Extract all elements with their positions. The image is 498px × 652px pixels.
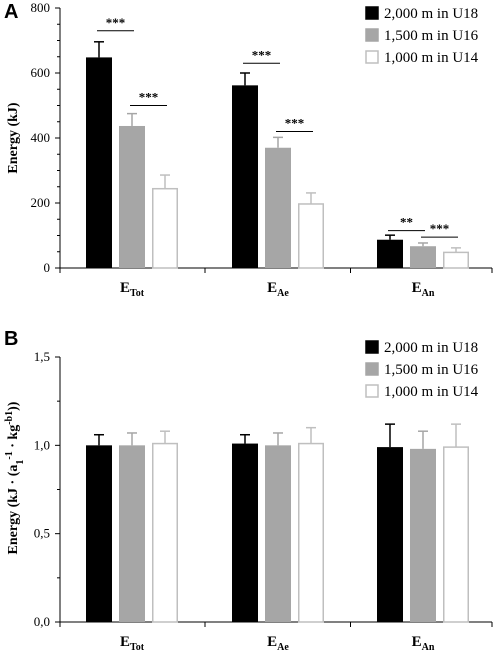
legend-swatch xyxy=(365,384,379,398)
bar xyxy=(152,442,178,623)
bar xyxy=(265,445,291,622)
bar xyxy=(377,239,403,268)
y-tick-label: 0,5 xyxy=(34,526,50,541)
panel-b-y-axis-label: Energy (kJ · (a1-1 · kg-b1)) xyxy=(4,401,26,554)
x-category-label: EAn xyxy=(412,280,435,299)
legend-swatch xyxy=(365,340,379,354)
bar xyxy=(410,246,436,268)
bar xyxy=(298,442,324,623)
significance-label: *** xyxy=(139,90,159,105)
legend-swatch xyxy=(365,50,379,64)
x-category-label: EAn xyxy=(412,634,435,652)
x-category-label: EAe xyxy=(267,634,289,652)
y-tick-label: 1,5 xyxy=(34,349,50,364)
x-category-label: ETot xyxy=(120,280,145,299)
bar xyxy=(265,147,291,268)
legend-label: 1,500 m in U16 xyxy=(384,362,479,378)
legend-label: 1,500 m in U16 xyxy=(384,28,479,44)
bar xyxy=(86,445,112,622)
legend-label: 2,000 m in U18 xyxy=(384,6,478,22)
significance-label: *** xyxy=(106,15,126,30)
panel-a-y-axis-label: Energy (kJ) xyxy=(6,102,21,174)
bar xyxy=(443,446,469,623)
legend-label: 1,000 m in U14 xyxy=(384,50,479,66)
y-tick-label: 0,0 xyxy=(34,614,50,629)
panel-a-letter: A xyxy=(4,1,18,23)
y-tick-label: 1,0 xyxy=(34,437,50,452)
panel-b-plot: 0,0 0,5 1,0 1,5 ETot EAe EAn 2,000 m in U18 1,50… xyxy=(34,340,493,652)
y-tick-label: 200 xyxy=(31,195,51,210)
significance-label: ** xyxy=(400,215,413,230)
legend-swatch xyxy=(365,28,379,42)
x-category-label: ETot xyxy=(120,634,145,652)
y-tick-label: 800 xyxy=(31,0,51,15)
bar xyxy=(298,203,324,269)
legend-label: 2,000 m in U18 xyxy=(384,340,478,356)
significance-label: *** xyxy=(252,47,272,62)
significance-label: *** xyxy=(430,221,450,236)
panel-b-y-label-pre: Energy (kJ · (a xyxy=(6,465,21,555)
bar xyxy=(377,447,403,622)
bar xyxy=(152,187,178,269)
bar xyxy=(232,443,258,622)
panel-b-letter: B xyxy=(4,328,18,350)
y-tick-label: 0 xyxy=(44,260,51,275)
legend-label: 1,000 m in U14 xyxy=(384,384,479,400)
legend-swatch xyxy=(365,362,379,376)
panel-b: B Energy (kJ · (a1-1 · kg-b1)) 0,0 0,5 1,0… xyxy=(4,328,493,652)
x-category-label: EAe xyxy=(267,280,289,299)
bar xyxy=(119,125,145,268)
y-tick-label: 400 xyxy=(31,130,51,145)
bar xyxy=(410,448,436,622)
bar xyxy=(443,251,469,269)
bar xyxy=(86,57,112,269)
significance-label: *** xyxy=(285,116,305,131)
y-tick-label: 600 xyxy=(31,65,51,80)
bar xyxy=(232,85,258,268)
bar xyxy=(119,445,145,622)
legend-swatch xyxy=(365,6,379,20)
